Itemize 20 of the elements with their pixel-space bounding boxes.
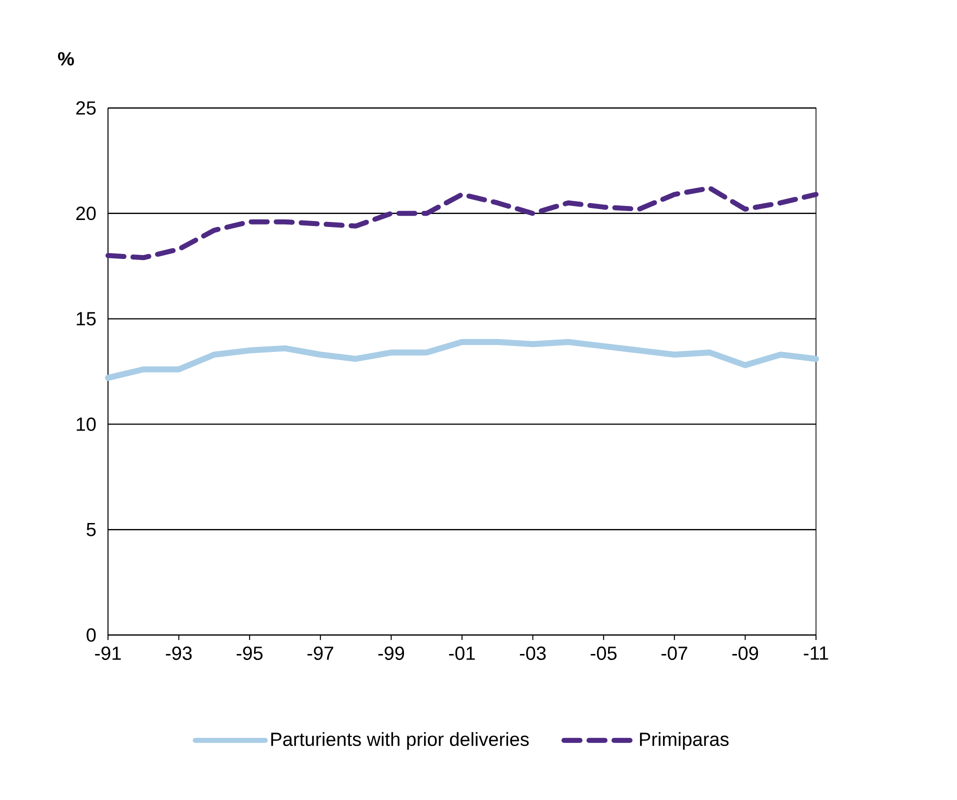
x-tick-label: -97: [308, 646, 334, 660]
x-tick-label: -09: [732, 646, 758, 660]
legend-label: Parturients with prior deliveries: [271, 732, 529, 750]
y-axis-title: %: [58, 52, 74, 66]
y-tick-label: 10: [76, 417, 96, 431]
y-tick-label: 20: [76, 206, 96, 220]
x-tick-label: -99: [378, 646, 404, 660]
x-tick-label: -93: [166, 646, 192, 660]
x-tick-label: -01: [449, 646, 475, 660]
y-tick-label: 0: [86, 628, 96, 642]
x-tick-label: -03: [520, 646, 546, 660]
y-tick-label: 15: [76, 312, 96, 326]
x-tick-label: -91: [95, 646, 121, 660]
y-tick-label: 25: [76, 101, 96, 115]
x-tick-label: -05: [590, 646, 617, 660]
y-tick-label: 5: [86, 522, 96, 536]
x-tick-label: -95: [236, 646, 263, 660]
x-tick-label: -11: [804, 646, 828, 660]
legend-label: Primiparas: [640, 732, 729, 750]
x-tick-label: -07: [662, 646, 688, 660]
